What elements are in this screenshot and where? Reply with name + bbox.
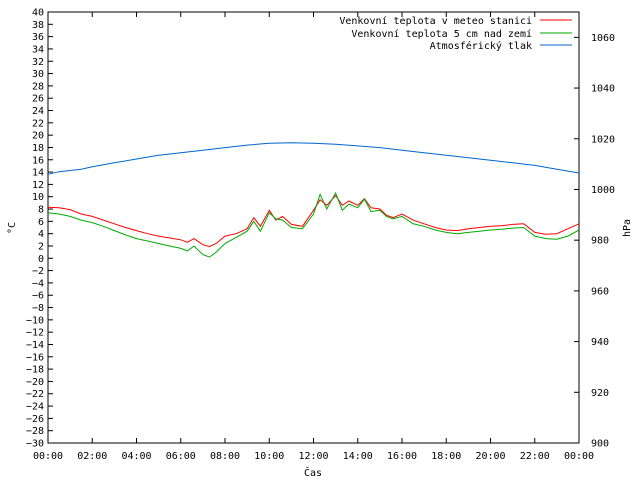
left-tick-label: −16 xyxy=(26,352,44,363)
left-tick-label: 18 xyxy=(32,143,44,154)
x-tick-label: 00:00 xyxy=(33,451,63,462)
left-tick-label: −20 xyxy=(26,377,44,388)
legend-label-station-temp: Venkovní teplota v meteo stanici xyxy=(339,15,532,27)
right-tick-label: 960 xyxy=(591,286,609,297)
right-tick-label: 940 xyxy=(591,337,609,348)
left-tick-label: 12 xyxy=(32,180,44,191)
left-tick-label: 36 xyxy=(32,32,44,43)
left-tick-label: 16 xyxy=(32,155,44,166)
left-tick-label: −4 xyxy=(32,278,44,289)
x-tick-label: 04:00 xyxy=(121,451,151,462)
right-axis-ticks: 1060 1040 1020 1000 980 960 940 920 900 xyxy=(574,33,615,450)
series-ground-temp-line xyxy=(47,191,580,258)
series-station-temp-line xyxy=(47,194,580,248)
left-tick-label: 32 xyxy=(32,57,44,68)
x-tick-label: 16:00 xyxy=(387,451,417,462)
left-tick-label: 14 xyxy=(32,168,44,179)
left-tick-label: 34 xyxy=(32,44,44,55)
x-tick-label: 02:00 xyxy=(77,451,107,462)
x-tick-label: 20:00 xyxy=(475,451,505,462)
x-tick-label: 18:00 xyxy=(431,451,461,462)
legend-label-pressure: Atmosférický tlak xyxy=(430,40,532,52)
left-tick-label: 8 xyxy=(38,205,44,216)
right-tick-label: 1040 xyxy=(591,84,615,95)
left-tick-label: −6 xyxy=(32,291,44,302)
x-tick-label: 12:00 xyxy=(298,451,328,462)
x-tick-label: 08:00 xyxy=(210,451,240,462)
left-tick-label: −18 xyxy=(26,365,44,376)
right-tick-label: 920 xyxy=(591,388,609,399)
left-tick-label: 6 xyxy=(38,217,44,228)
left-tick-label: −30 xyxy=(26,439,44,450)
right-tick-label: 900 xyxy=(591,439,609,450)
x-axis-label: Čas xyxy=(304,466,322,479)
left-tick-label: 10 xyxy=(32,192,44,203)
left-tick-label: −28 xyxy=(26,426,44,437)
left-tick-label: 4 xyxy=(38,229,44,240)
left-tick-label: −26 xyxy=(26,414,44,425)
left-tick-label: 30 xyxy=(32,69,44,80)
right-tick-label: 1060 xyxy=(591,33,615,44)
left-tick-label: −2 xyxy=(32,266,44,277)
left-tick-label: −10 xyxy=(26,315,44,326)
legend-label-ground-temp: Venkovní teplota 5 cm nad zemí xyxy=(351,28,532,40)
left-tick-label: 38 xyxy=(32,20,44,31)
right-tick-label: 1000 xyxy=(591,185,615,196)
left-tick-label: −22 xyxy=(26,389,44,400)
legend: Venkovní teplota v meteo stanici Venkovn… xyxy=(339,15,572,52)
left-tick-label: 26 xyxy=(32,94,44,105)
x-tick-label: 00:00 xyxy=(564,451,594,462)
y-axis-label-left: °C xyxy=(7,222,18,234)
left-axis-ticks: 4038363432302826242220181614121086420−2−… xyxy=(26,8,53,450)
right-tick-label: 980 xyxy=(591,236,609,247)
left-tick-label: 40 xyxy=(32,8,44,19)
series-lines xyxy=(47,142,580,258)
right-tick-label: 1020 xyxy=(591,134,615,145)
y-axis-label-right: hPa xyxy=(622,219,633,237)
left-tick-label: 20 xyxy=(32,131,44,142)
left-tick-label: −14 xyxy=(26,340,44,351)
x-tick-label: 06:00 xyxy=(166,451,196,462)
left-tick-label: −24 xyxy=(26,402,44,413)
left-tick-label: −12 xyxy=(26,328,44,339)
series-pressure-line xyxy=(47,142,580,175)
x-tick-label: 10:00 xyxy=(254,451,284,462)
plot-frame xyxy=(47,11,580,444)
x-tick-label: 22:00 xyxy=(520,451,550,462)
left-tick-label: 28 xyxy=(32,81,44,92)
x-axis-ticks: 00:00 02:00 04:00 06:00 08:00 10:00 12:00 14:00… xyxy=(33,12,594,462)
left-tick-label: 0 xyxy=(38,254,44,265)
left-tick-label: −8 xyxy=(32,303,44,314)
left-tick-label: 2 xyxy=(38,241,44,252)
left-tick-label: 22 xyxy=(32,118,44,129)
left-tick-label: 24 xyxy=(32,106,44,117)
x-tick-label: 14:00 xyxy=(343,451,373,462)
